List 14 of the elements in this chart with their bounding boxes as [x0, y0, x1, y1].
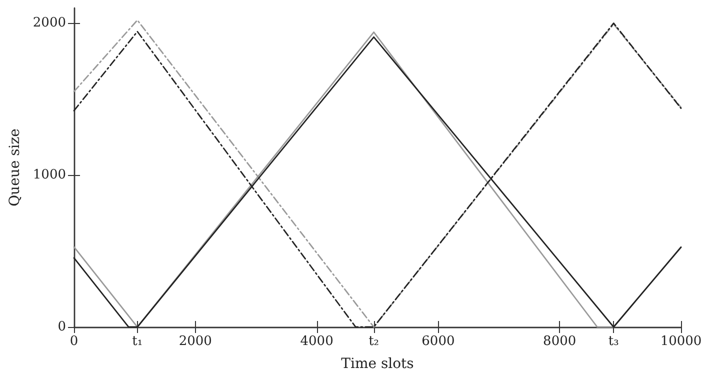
x-tick-label: 4000: [300, 334, 334, 349]
x-tick-label: t₂: [368, 334, 380, 349]
x-tick-label: 0: [70, 334, 78, 349]
y-axis-title: Queue size: [7, 128, 24, 206]
x-tick-label: 2000: [178, 334, 212, 349]
y-tick-label: 0: [58, 320, 66, 334]
y-tick-label: 2000: [32, 16, 66, 31]
x-tick-label: t₃: [608, 334, 619, 349]
x-tick-label: 8000: [543, 334, 576, 349]
x-tick-label: 6000: [422, 334, 455, 349]
x-tick-label: 10000: [660, 334, 702, 349]
x-tick-label: t₁: [132, 334, 143, 349]
x-axis-title: Time slots: [341, 356, 414, 372]
y-tick-label: 1000: [32, 168, 66, 183]
